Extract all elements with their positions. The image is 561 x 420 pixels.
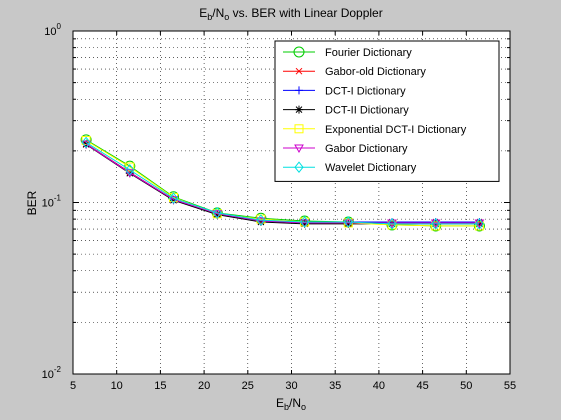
legend-item: Wavelet Dictionary <box>283 161 417 174</box>
data-point <box>343 219 354 228</box>
data-point <box>125 164 135 176</box>
legend-marker <box>295 105 303 114</box>
legend-item: Gabor-old Dictionary <box>283 66 426 78</box>
legend-item: Fourier Dictionary <box>283 46 412 59</box>
data-point <box>475 219 484 228</box>
data-point <box>212 207 222 219</box>
data-point <box>212 210 223 219</box>
legend: Fourier Dictionary Gabor-old Dictionary DC… <box>274 40 500 182</box>
legend-marker <box>295 86 303 95</box>
legend-label: Wavelet Dictionary <box>325 162 417 174</box>
legend-label: DCT-I Dictionary <box>325 85 406 97</box>
legend-marker <box>294 161 304 174</box>
y-tick-label: 100 <box>44 22 61 38</box>
data-point <box>344 219 353 228</box>
x-tick-label: 20 <box>198 380 210 392</box>
y-tick-label: 10-1 <box>42 194 62 210</box>
data-point <box>474 221 484 231</box>
legend-label: Gabor-old Dictionary <box>325 66 426 78</box>
legend-label: Gabor Dictionary <box>325 143 408 155</box>
legend-marker <box>295 67 303 75</box>
y-tick-labels: 100 10-1 10-2 <box>42 22 62 381</box>
data-point <box>169 196 178 205</box>
legend-label: Fourier Dictionary <box>325 47 412 59</box>
series-wavelet-dictionary <box>81 136 485 230</box>
legend-item: Gabor Dictionary <box>283 143 408 155</box>
x-tick-label: 55 <box>504 380 516 392</box>
x-tick-label: 10 <box>111 380 123 392</box>
series-layer <box>80 134 485 232</box>
plot-frame <box>72 30 511 375</box>
x-tick-label: 30 <box>285 380 297 392</box>
series-line <box>85 141 480 225</box>
legend-item: Exponential DCT-I Dictionary <box>283 124 467 136</box>
x-tick-label: 35 <box>329 380 341 392</box>
data-point <box>474 218 485 230</box>
x-tick-labels: 5 10 15 20 25 30 35 40 45 50 55 <box>70 380 516 392</box>
data-point <box>256 217 265 226</box>
legend-label: Exponential DCT-I Dictionary <box>325 124 467 136</box>
y-axis-label: BER <box>25 190 39 215</box>
x-tick-label: 50 <box>460 380 472 392</box>
legend-marker <box>294 124 304 134</box>
x-tick-label: 45 <box>416 380 428 392</box>
data-point <box>343 216 353 228</box>
data-point <box>299 216 310 228</box>
x-tick-label: 25 <box>242 380 254 392</box>
legend-box <box>274 40 500 182</box>
chart-title: Eb/No vs. BER with Linear Doppler <box>199 6 382 22</box>
x-tick-label: 5 <box>70 380 76 392</box>
data-point <box>81 136 91 149</box>
data-point <box>431 218 441 230</box>
x-tick-label: 40 <box>373 380 385 392</box>
legend-label: DCT-II Dictionary <box>325 105 409 117</box>
data-point <box>256 214 266 226</box>
data-point <box>431 221 441 231</box>
data-point <box>213 210 222 219</box>
data-point <box>256 217 266 227</box>
y-tick-label: 10-2 <box>42 365 62 381</box>
data-point <box>168 192 179 204</box>
x-axis-label: Eb/No <box>276 396 306 412</box>
legend-marker <box>293 46 305 58</box>
legend-item: DCT-II Dictionary <box>283 105 409 117</box>
x-tick-label: 15 <box>154 380 166 392</box>
data-point <box>299 219 310 228</box>
legend-item: DCT-I Dictionary <box>283 85 406 97</box>
legend-marker <box>294 144 304 154</box>
data-point <box>387 218 397 230</box>
data-point <box>300 219 309 228</box>
series-line <box>85 143 480 224</box>
